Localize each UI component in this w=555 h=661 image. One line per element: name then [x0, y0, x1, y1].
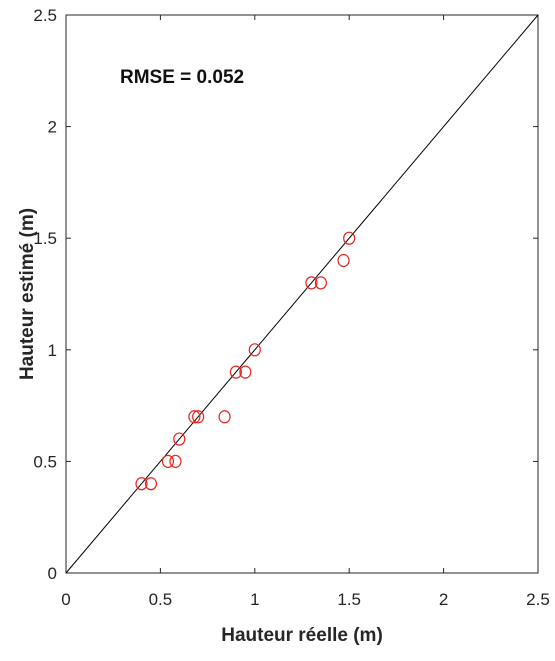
- y-tick-label: 2: [48, 118, 57, 137]
- data-point: [229, 365, 243, 379]
- data-point: [305, 276, 318, 290]
- x-tick-label: 2: [439, 590, 448, 609]
- y-tick-label: 0.5: [33, 452, 57, 471]
- x-tick-label: 0: [61, 590, 70, 609]
- data-point: [239, 365, 252, 379]
- data-point: [135, 477, 148, 491]
- data-point: [218, 410, 231, 424]
- data-point: [173, 432, 186, 446]
- points-layer: [135, 231, 356, 491]
- data-point: [144, 477, 158, 491]
- x-tick-label: 1: [250, 590, 259, 609]
- x-tick-label: 1.5: [337, 590, 361, 609]
- y-tick-label: 0: [48, 564, 57, 583]
- y-axis-title: Hauteur estimé (m): [17, 208, 38, 380]
- y-tick-label: 1: [48, 341, 57, 360]
- data-point: [192, 410, 205, 424]
- y-tick-label: 2.5: [33, 6, 57, 25]
- data-point: [343, 231, 356, 245]
- y-tick-label: 1.5: [33, 229, 57, 248]
- data-point: [169, 454, 182, 468]
- rmse-annotation: RMSE = 0.052: [120, 67, 244, 88]
- data-point: [248, 343, 261, 357]
- identity-line: [65, 14, 539, 574]
- data-point: [188, 410, 201, 424]
- x-tick-label: 0.5: [149, 590, 173, 609]
- data-point: [314, 276, 327, 290]
- data-point: [337, 253, 350, 268]
- ticks-layer: 0 0.5 1 1.5 2 2.5 0 0.5 1 1.5 2 2.5: [33, 6, 549, 609]
- x-tick-label: 2.5: [526, 590, 550, 609]
- x-axis-title: Hauteur réelle (m): [221, 625, 383, 646]
- data-point: [161, 454, 175, 468]
